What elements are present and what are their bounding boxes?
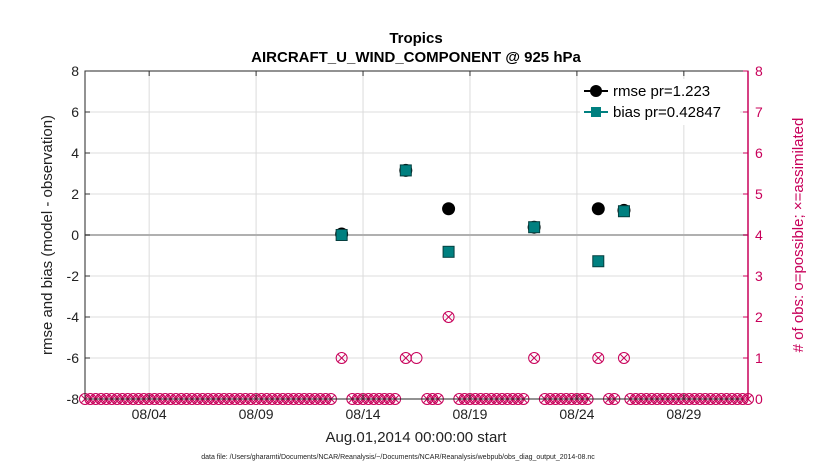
x-tick-label: 08/19 (452, 406, 487, 422)
legend-bias-marker (591, 107, 601, 117)
axes: 08/04 08/09 08/14 08/19 08/24 08/29 -8 -6 -4 -2 0 2… (67, 63, 763, 422)
y2-tick-label: 7 (755, 104, 763, 120)
obs-assimilated-marker (530, 354, 539, 362)
x-marker-stroke (337, 354, 346, 362)
y2-tick-label: 6 (755, 145, 763, 161)
x-marker-stroke (594, 354, 603, 362)
chart-title: Tropics (389, 30, 442, 47)
x-tick-label: 08/14 (346, 406, 381, 422)
chart-subtitle: AIRCRAFT_U_WIND_COMPONENT @ 925 hPa (251, 49, 581, 66)
x-tick-label: 08/04 (132, 406, 167, 422)
y-tick-label: -8 (67, 391, 80, 407)
bias-point (335, 229, 348, 241)
x-marker-stroke (530, 354, 539, 362)
obs-assimilated-marker (401, 354, 410, 362)
y-tick-label: -6 (67, 350, 80, 366)
y-tick-label: -4 (67, 309, 80, 325)
bias-point (617, 205, 630, 218)
y2-tick-label: 0 (755, 391, 763, 407)
y-tick-label: -2 (67, 268, 80, 284)
y2-tick-label: 5 (755, 186, 763, 202)
obs-possible-marker (410, 352, 423, 364)
bias-point (528, 221, 541, 234)
legend-rmse-label: rmse pr=1.223 (613, 83, 710, 100)
x-marker-stroke (444, 313, 453, 321)
x-tick-label: 08/24 (559, 406, 594, 422)
y2-axis-label: # of obs: o=possible; ×=assimilated (790, 118, 807, 353)
y-axis-label: rmse and bias (model - observation) (39, 115, 56, 355)
obs-possible-marker (617, 352, 630, 364)
rmse-point (591, 202, 605, 216)
y2-tick-label: 2 (755, 309, 763, 325)
x-marker-stroke (401, 354, 410, 362)
x-axis-label: Aug.01,2014 00:00:00 start (326, 429, 508, 446)
obs-assimilated-marker (337, 354, 346, 362)
obs-possible-marker (442, 311, 455, 323)
y-tick-label: 4 (71, 145, 79, 161)
legend: rmse pr=1.223 bias pr=0.42847 (580, 79, 740, 125)
legend-bias-label: bias pr=0.42847 (613, 104, 721, 121)
obs-possible-marker (335, 352, 348, 364)
x-marker-stroke (620, 354, 628, 362)
x-tick-label: 08/29 (666, 406, 701, 422)
obs-assimilated-marker (620, 354, 628, 362)
data-marks (79, 163, 754, 405)
x-tick-label: 08/09 (239, 406, 274, 422)
y2-tick-label: 1 (755, 350, 763, 366)
rmse-point (442, 202, 456, 216)
obs-possible-marker (592, 352, 605, 364)
bias-point (399, 164, 412, 177)
legend-box (580, 79, 740, 125)
y-tick-label: 0 (71, 227, 79, 243)
bias-point (442, 245, 455, 258)
y2-tick-label: 3 (755, 268, 763, 284)
y-tick-label: 2 (71, 186, 79, 202)
y2-tick-label: 8 (755, 63, 763, 79)
data-file-footnote: data file: /Users/gharamti/Documents/NCA… (201, 454, 595, 461)
bias-point (592, 255, 605, 268)
obs-possible-marker (528, 352, 541, 364)
y-tick-label: 8 (71, 63, 79, 79)
legend-rmse-marker (590, 85, 602, 97)
obs-assimilated-marker (444, 313, 453, 321)
y-tick-label: 6 (71, 104, 79, 120)
y2-tick-label: 4 (755, 227, 763, 243)
obs-assimilated-marker (594, 354, 603, 362)
